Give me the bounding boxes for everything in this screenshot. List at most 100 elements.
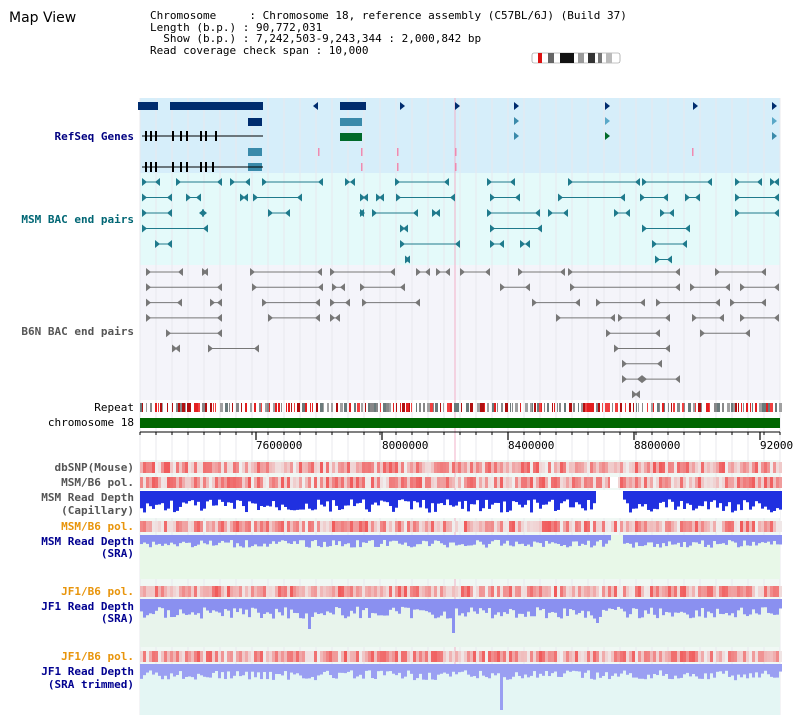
snp-cell	[203, 586, 206, 597]
snp-cell	[752, 586, 755, 597]
depth-bar	[242, 491, 245, 507]
b6n-bac-end-pairs[interactable]	[146, 268, 779, 399]
chromosome-ideogram[interactable]	[531, 52, 621, 64]
snp-cell	[296, 477, 299, 488]
snp-cell	[656, 462, 659, 473]
track-label-msm-read-depth-capillary[interactable]: MSM Read Depth	[41, 491, 134, 504]
snp-cell	[260, 651, 263, 662]
track-label-refseq[interactable]: RefSeq Genes	[54, 130, 134, 143]
depth-bar	[251, 491, 254, 504]
track-label-msm-b6-pol-sra[interactable]: MSM/B6 pol.	[61, 520, 134, 533]
depth-bar	[449, 535, 452, 543]
repeat-element	[443, 403, 444, 412]
track-label-chromosome[interactable]: chromosome 18	[47, 416, 134, 429]
refseq-genes[interactable]	[138, 102, 777, 172]
gene-block	[248, 118, 262, 126]
snp-cell	[167, 477, 170, 488]
depth-bar	[767, 491, 770, 510]
snp-cell	[515, 586, 518, 597]
snp-cell	[602, 521, 605, 532]
chromosome-bar[interactable]	[140, 418, 780, 428]
read-depth-tracks[interactable]	[140, 490, 782, 715]
depth-bar	[776, 599, 779, 615]
snp-cell	[236, 462, 239, 473]
repeat-track[interactable]	[140, 403, 782, 412]
depth-bar	[659, 535, 662, 548]
depth-bar	[602, 599, 605, 610]
track-label-b6n-bac[interactable]: B6N BAC end pairs	[21, 325, 134, 338]
msm-bac-end-pairs[interactable]	[142, 178, 779, 264]
snp-cell	[350, 462, 353, 473]
track-label-msm-read-depth-sra[interactable]: MSM Read Depth	[41, 535, 134, 548]
repeat-element	[766, 403, 768, 412]
b6n-bac-pair-end	[610, 313, 615, 322]
track-label-jf1-b6-pol-2[interactable]: JF1/B6 pol.	[61, 650, 134, 663]
depth-bar	[356, 664, 359, 677]
snp-cell	[404, 651, 407, 662]
depth-bar	[683, 535, 686, 543]
track-label-dbsnp[interactable]: dbSNP(Mouse)	[54, 461, 134, 474]
track-label-jf1-read-depth-trimmed[interactable]: JF1 Read Depth	[41, 665, 134, 678]
repeat-element	[596, 403, 599, 412]
depth-bar	[539, 491, 542, 509]
track-label-jf1-b6-pol[interactable]: JF1/B6 pol.	[61, 585, 134, 598]
snp-cell	[629, 521, 632, 532]
track-label-msm-bac[interactable]: MSM BAC end pairs	[21, 213, 134, 226]
msm-bac-pair-start	[685, 193, 690, 202]
track-label-msm-b6-pol[interactable]: MSM/B6 pol.	[61, 476, 134, 489]
snp-cell	[515, 477, 518, 488]
snp-cell	[671, 651, 674, 662]
depth-bar	[173, 664, 176, 677]
depth-bar	[371, 491, 374, 505]
snp-cell	[653, 477, 656, 488]
depth-bar	[374, 664, 377, 679]
snp-cell	[692, 586, 695, 597]
depth-bar	[569, 599, 572, 610]
gene-block	[170, 102, 263, 110]
depth-bar	[350, 535, 353, 548]
snp-cell	[431, 462, 434, 473]
snp-cell	[260, 586, 263, 597]
depth-bar	[602, 535, 605, 547]
snp-cell	[275, 477, 278, 488]
depth-bar	[482, 664, 485, 676]
snp-cell	[473, 477, 476, 488]
depth-bar	[245, 491, 248, 513]
depth-bar	[353, 491, 356, 507]
depth-bar	[290, 599, 293, 610]
depth-bar	[725, 599, 728, 614]
track-label-repeat[interactable]: Repeat	[94, 401, 134, 414]
track-label-jf1-read-depth-sra[interactable]: JF1 Read Depth	[41, 600, 134, 613]
snp-cell	[593, 651, 596, 662]
snp-cell	[329, 462, 332, 473]
snp-cell	[257, 462, 260, 473]
snp-cell	[389, 521, 392, 532]
snp-polymorphism-tracks[interactable]	[140, 462, 782, 662]
depth-bar	[203, 664, 206, 677]
b6n-bac-pair-start	[360, 283, 365, 292]
depth-bar	[665, 599, 668, 612]
repeat-element	[494, 403, 496, 412]
snp-cell	[689, 521, 692, 532]
snp-cell	[320, 651, 323, 662]
snp-cell	[305, 651, 308, 662]
depth-bar	[722, 535, 725, 544]
depth-bar	[179, 599, 182, 610]
depth-bar	[599, 535, 602, 541]
snp-cell	[257, 586, 260, 597]
snp-cell	[386, 521, 389, 532]
depth-bar	[665, 491, 668, 508]
depth-bar	[221, 599, 224, 617]
snp-cell	[542, 521, 545, 532]
snp-cell	[437, 477, 440, 488]
snp-cell	[386, 462, 389, 473]
depth-bar	[458, 491, 461, 502]
repeat-element	[316, 403, 318, 412]
depth-bar	[296, 599, 299, 614]
snp-cell	[701, 586, 704, 597]
snp-cell	[323, 521, 326, 532]
depth-bar	[737, 599, 740, 611]
depth-bar	[518, 599, 521, 614]
depth-bar	[443, 535, 446, 545]
